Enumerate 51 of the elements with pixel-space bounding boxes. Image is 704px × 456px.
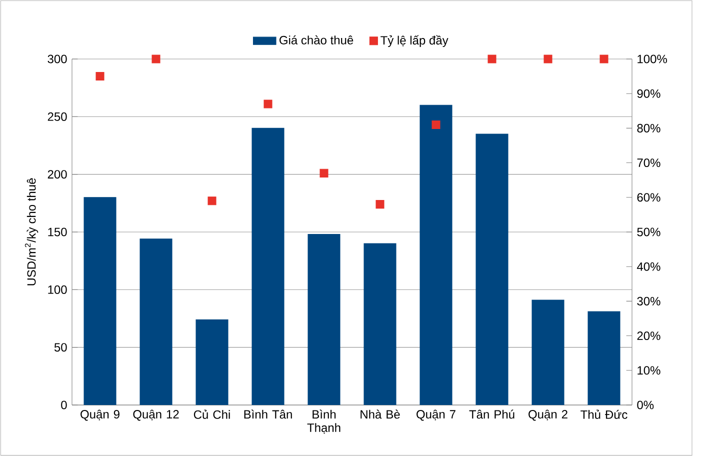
y2-tick-label: 70% — [637, 158, 660, 168]
x-tick-label: Quận 9 — [80, 410, 120, 421]
legend-label: Giá chào thuê — [280, 35, 354, 44]
point — [376, 200, 384, 209]
y2-tick-label: 50% — [637, 228, 660, 236]
x-tick-label: Củ Chi — [194, 410, 230, 419]
x-tick-label: Bình Thạnh — [307, 410, 340, 434]
legend-label: Tỷ lệ lấp đầy — [380, 35, 448, 47]
y-tick-label: 50 — [54, 343, 67, 352]
y2-tick-label: 90% — [637, 89, 660, 98]
y2-tick-label: 60% — [637, 193, 660, 202]
y2-tick-label: 10% — [638, 366, 660, 375]
bar — [476, 134, 508, 405]
point — [320, 168, 328, 178]
point — [600, 54, 608, 64]
y-tick-label: 200 — [48, 170, 67, 179]
bar — [140, 238, 172, 405]
x-tick-label: Nhà Bè — [360, 410, 400, 419]
x-tick-label: Quận 12 — [133, 410, 179, 421]
point — [544, 54, 552, 64]
point — [432, 120, 440, 130]
x-tick-label: Quận 2 — [528, 410, 568, 421]
bar — [196, 319, 228, 405]
x-tick-label: Tân Phú — [469, 410, 514, 419]
y2-tick-label: 0% — [637, 400, 654, 410]
bar — [532, 300, 564, 405]
y-tick-label: 250 — [48, 112, 67, 121]
y2-tick-label: 40% — [636, 262, 660, 271]
bar — [420, 104, 452, 405]
y2-tick-label: 20% — [637, 332, 660, 340]
y-tick-label: 0 — [61, 400, 67, 410]
y-axis-title: USD/m$^{2}$/kỳ cho thuê — [24, 178, 38, 286]
point — [152, 54, 160, 64]
point — [208, 196, 216, 206]
point — [264, 100, 272, 108]
bar — [364, 243, 396, 405]
y-tick-label: 150 — [48, 228, 67, 236]
y2-tick-label: 80% — [637, 124, 660, 132]
x-tick-label: Thủ Đức — [580, 410, 628, 419]
y-tick-label: 100 — [48, 285, 67, 294]
point — [488, 54, 496, 64]
point — [96, 72, 104, 81]
y-tick-label: 300 — [48, 54, 67, 64]
bar — [308, 234, 340, 405]
y2-tick-label: 30% — [637, 296, 660, 306]
bar — [252, 128, 284, 405]
x-tick-label: Bình Tân — [244, 410, 292, 419]
bar — [84, 197, 116, 405]
y2-tick-label: 100% — [638, 54, 667, 64]
x-tick-label: Quận 7 — [416, 410, 456, 421]
bar — [588, 311, 620, 405]
